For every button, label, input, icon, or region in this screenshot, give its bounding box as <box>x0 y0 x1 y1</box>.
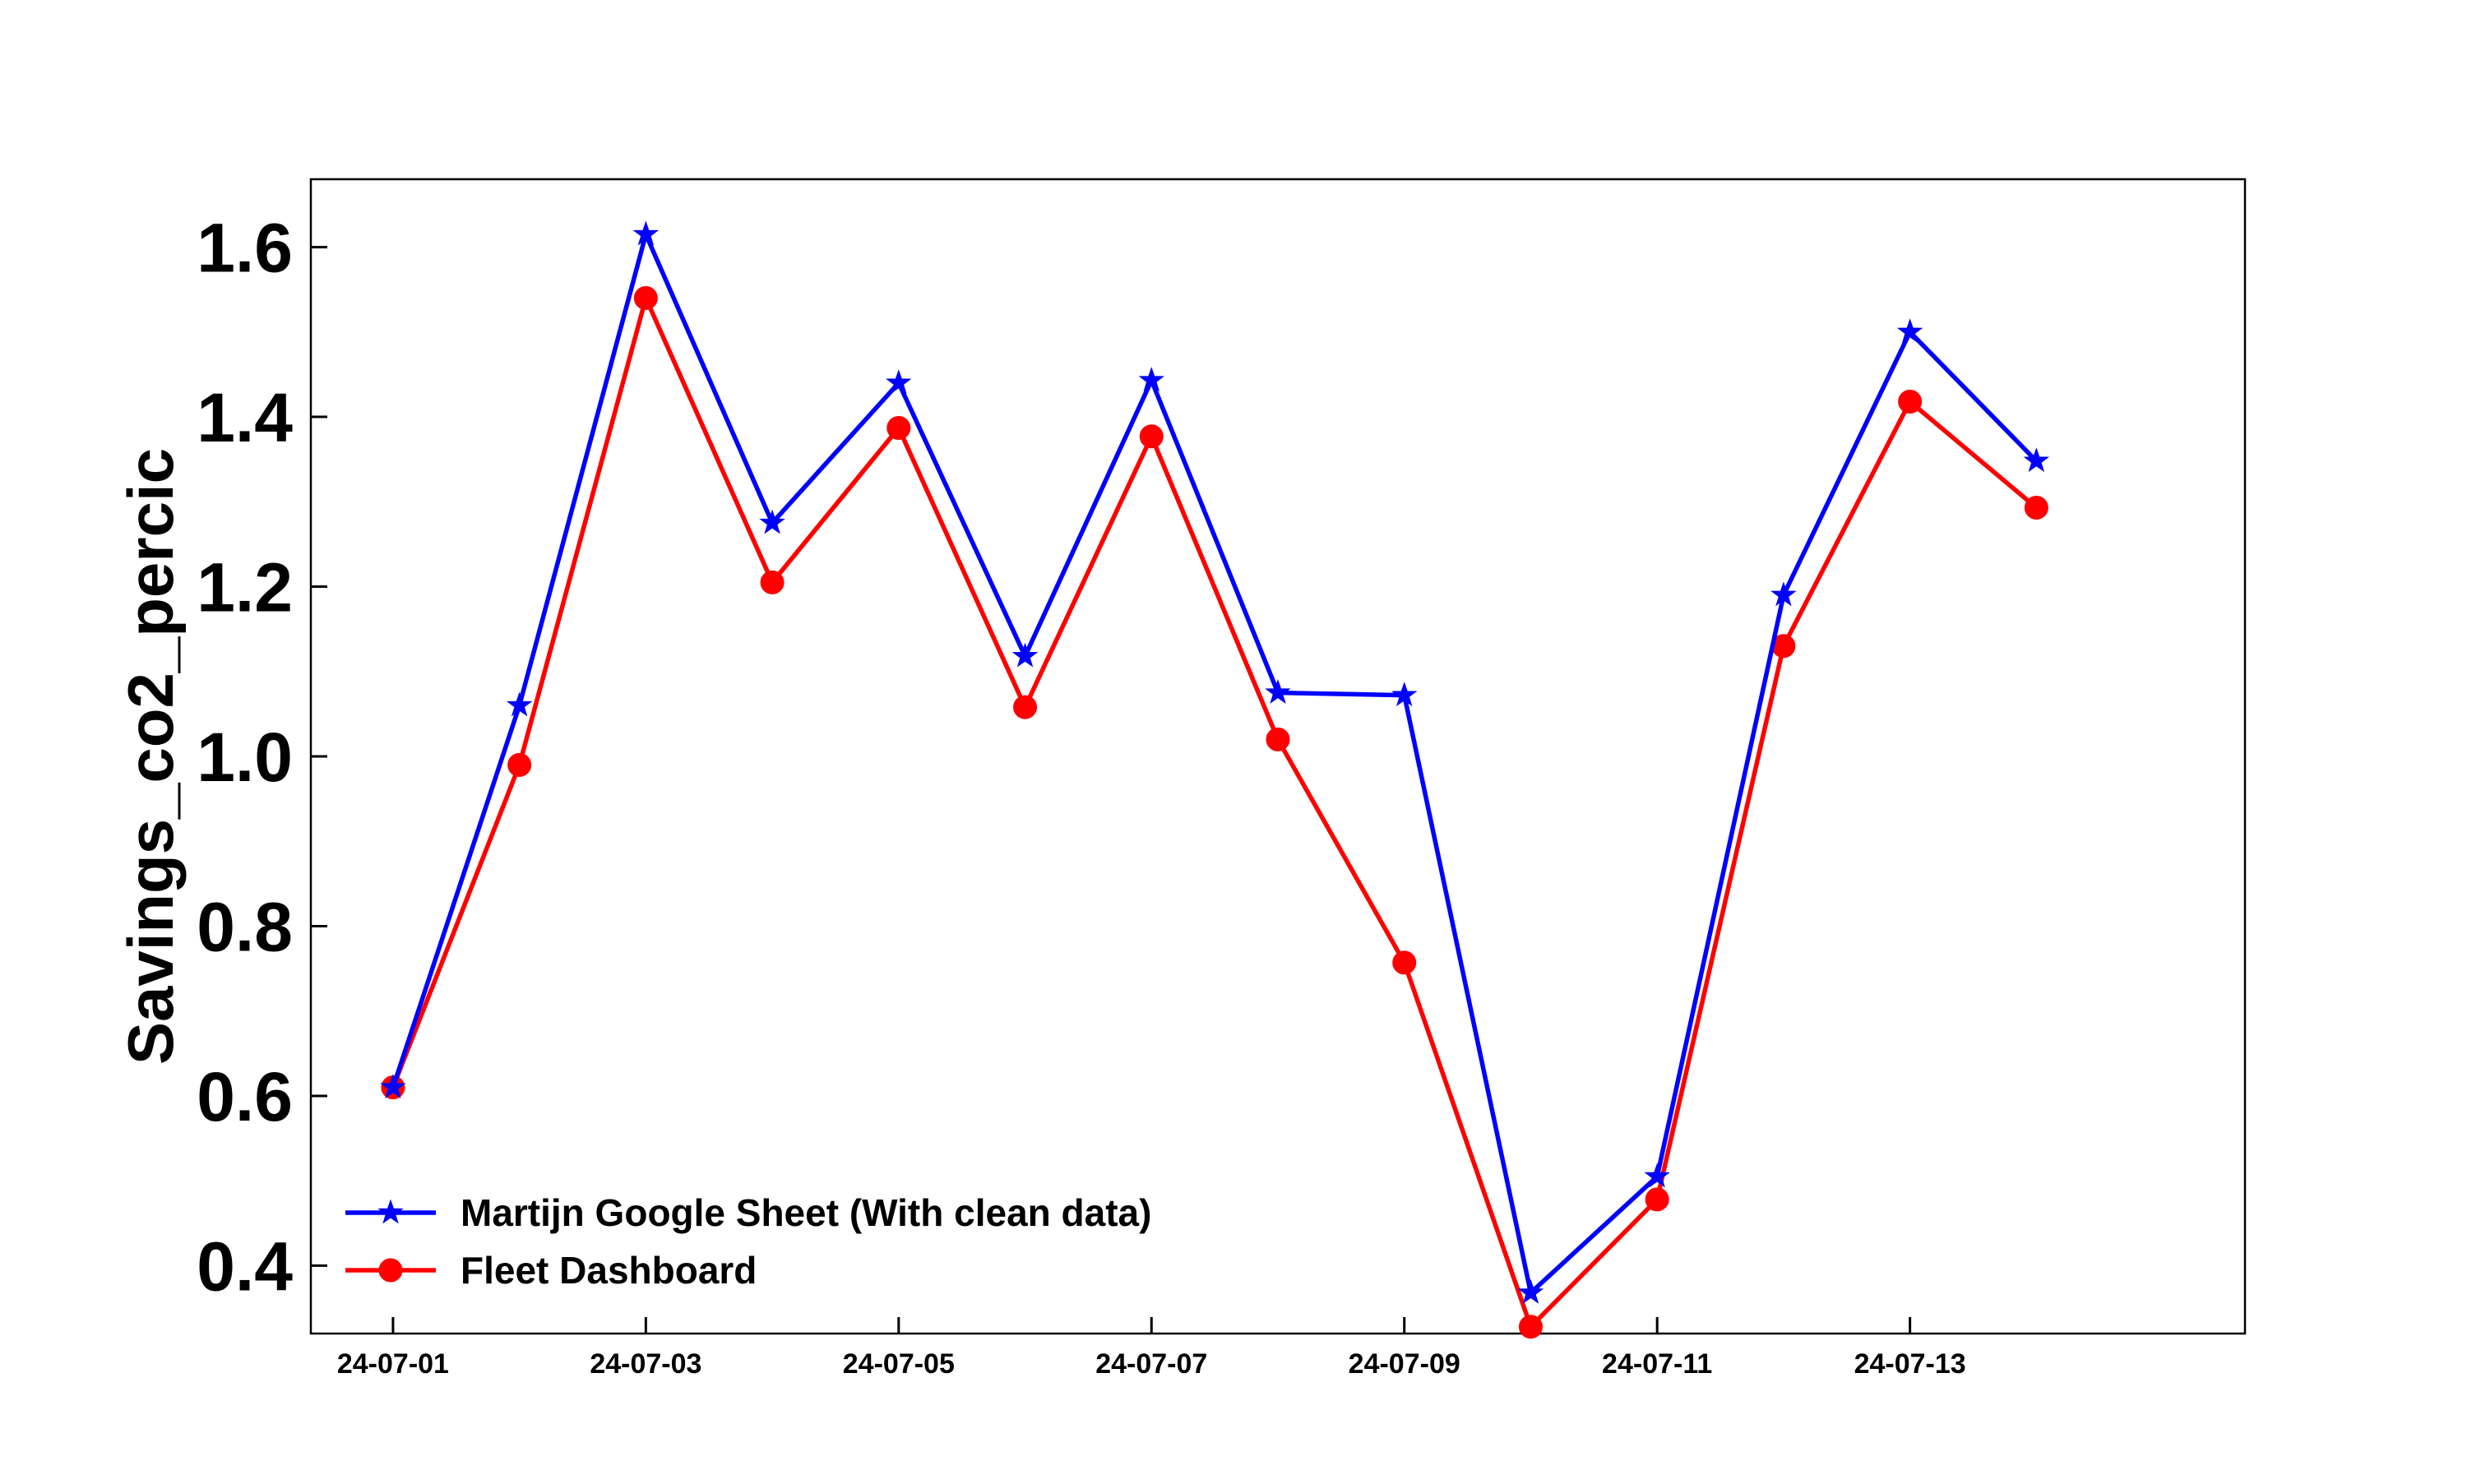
data-point <box>1518 1315 1543 1339</box>
data-point <box>759 509 785 534</box>
plot-area-border <box>309 178 2247 1335</box>
data-point <box>1645 1187 1669 1212</box>
y-tick-label: 0.6 <box>197 1058 293 1135</box>
data-point <box>506 691 533 717</box>
data-point <box>2024 496 2048 520</box>
data-point <box>1011 642 1039 668</box>
legend-label: Fleet Dashboard <box>461 1249 757 1292</box>
data-point <box>380 1074 406 1098</box>
y-tick-label: 1.6 <box>197 210 293 287</box>
series-fleet-dashboard <box>381 286 2048 1339</box>
data-point <box>760 570 785 594</box>
data-point <box>886 369 912 395</box>
data-point <box>1391 682 1418 707</box>
legend-marker <box>378 1258 403 1283</box>
x-tick-label: 24-07-03 <box>590 1348 701 1380</box>
x-tick-label: 24-07-11 <box>1602 1348 1712 1380</box>
y-tick-label: 1.2 <box>197 549 293 626</box>
data-point <box>1013 695 1038 719</box>
legend-item: Fleet Dashboard <box>345 1249 757 1292</box>
legend: Martijn Google Sheet (With clean data) Fl… <box>345 1191 1151 1292</box>
data-point <box>507 752 532 777</box>
y-tick-label: 0.8 <box>197 888 293 965</box>
data-point <box>1898 389 1923 414</box>
x-tick-label: 24-07-07 <box>1095 1348 1207 1380</box>
y-axis-ticks: 0.4 0.6 0.8 1.0 1.2 1.4 1.6 <box>197 210 327 1305</box>
data-point <box>632 220 660 246</box>
data-point <box>886 415 911 440</box>
series-martijn-google-sheet <box>380 220 2050 1304</box>
data-point <box>1139 424 1164 449</box>
series-line <box>391 291 2039 1331</box>
data-point <box>1392 950 1417 975</box>
x-tick-label: 24-07-13 <box>1854 1348 1966 1380</box>
data-point <box>1896 318 1923 344</box>
series-layer <box>380 220 2050 1339</box>
y-tick-label: 0.4 <box>197 1227 293 1305</box>
data-point <box>1265 679 1291 704</box>
plot-frame <box>309 178 2247 1335</box>
data-point <box>1138 367 1164 392</box>
y-tick-label: 1.0 <box>197 719 293 796</box>
x-tick-label: 24-07-05 <box>843 1348 955 1380</box>
x-tick-label: 24-07-09 <box>1349 1348 1460 1380</box>
x-axis-ticks: 24-07-01 24-07-03 24-07-05 24-07-07 24-07-09… <box>337 1317 1966 1380</box>
legend-marker <box>377 1199 404 1224</box>
y-axis-title: Savings_co2_percic <box>114 448 187 1065</box>
series-line <box>391 227 2039 1297</box>
data-point <box>1517 1278 1544 1304</box>
data-point <box>1644 1163 1670 1188</box>
data-point <box>633 286 658 311</box>
data-point <box>2023 447 2050 473</box>
x-tick-label: 24-07-01 <box>337 1348 449 1380</box>
legend-label: Martijn Google Sheet (With clean data) <box>461 1191 1151 1234</box>
y-tick-label: 1.4 <box>197 379 293 456</box>
data-point <box>1770 581 1797 607</box>
legend-item: Martijn Google Sheet (With clean data) <box>345 1191 1151 1234</box>
data-point <box>1266 727 1290 751</box>
